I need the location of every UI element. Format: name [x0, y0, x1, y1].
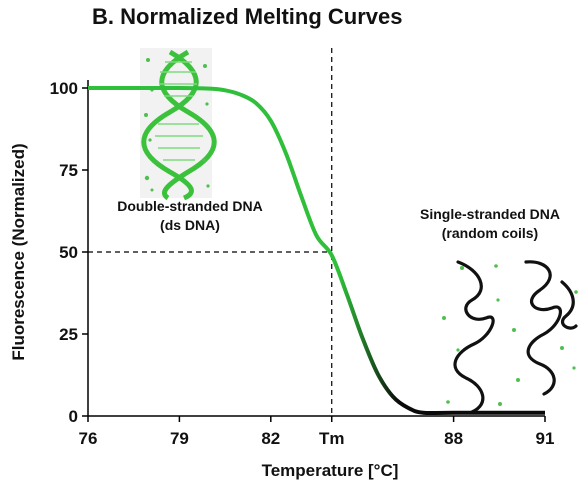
y-tick-label: 25 — [59, 325, 78, 344]
chart-title: B. Normalized Melting Curves — [92, 4, 403, 29]
x-axis-label: Temperature [°C] — [262, 461, 399, 480]
ss-annotation-line2: (random coils) — [441, 225, 539, 241]
x-tick-label: Tm — [319, 429, 345, 448]
ss-dna-annotation: Single-stranded DNA (random coils) — [400, 205, 580, 243]
y-axis-label: Fluorescence (Normalized) — [9, 143, 28, 360]
random-coil-strands-icon — [453, 260, 578, 414]
x-tick-label: 82 — [261, 429, 280, 448]
dna-double-helix-icon — [140, 48, 217, 201]
x-tick-label: 88 — [444, 429, 463, 448]
y-tick-label: 0 — [69, 407, 78, 426]
random-coil-dots — [442, 264, 578, 406]
ds-dna-annotation: Double-stranded DNA (ds DNA) — [90, 197, 290, 235]
y-tick-label: 75 — [59, 161, 78, 180]
x-tick-label: 91 — [536, 429, 555, 448]
ss-annotation-line1: Single-stranded DNA — [419, 206, 560, 222]
x-tick-label: 79 — [170, 429, 189, 448]
x-tick-label: 76 — [79, 429, 98, 448]
melting-curve-line — [87, 85, 545, 416]
y-ticks: 0 25 50 75 100 — [50, 79, 88, 426]
ds-annotation-line2: (ds DNA) — [160, 217, 220, 233]
y-tick-label: 100 — [50, 79, 78, 98]
ds-annotation-line1: Double-stranded DNA — [117, 198, 263, 214]
x-ticks: 76 79 82 Tm 88 91 — [79, 416, 555, 448]
y-tick-label: 50 — [59, 243, 78, 262]
